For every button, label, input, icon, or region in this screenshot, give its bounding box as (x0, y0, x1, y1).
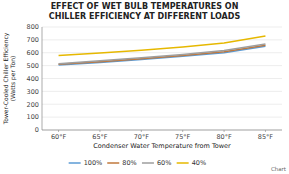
x-tick-label: 70°F (134, 133, 150, 141)
grid-line (42, 52, 282, 53)
x-tick-label: 80°F (216, 133, 232, 141)
legend-label: 40% (192, 159, 206, 167)
y-tick-label: 200 (27, 101, 39, 109)
legend-label: 100% (84, 159, 103, 167)
y-tick-label: 300 (27, 88, 39, 96)
y-tick-label: 100 (27, 113, 39, 121)
title-line: EFFECT OF WET BULB TEMPERATURES ON (51, 2, 239, 11)
y-tick-label: 700 (27, 36, 39, 44)
plot-area (59, 36, 266, 65)
grid-line (42, 117, 282, 118)
grid-line (42, 27, 282, 28)
x-tick-label: 60°F (51, 133, 67, 141)
grid-line (42, 65, 282, 66)
y-tick-label: 0 (35, 126, 39, 134)
y-tick-label: 800 (27, 23, 39, 31)
legend-swatch (177, 162, 189, 164)
legend-swatch (142, 162, 154, 164)
y-axis (42, 27, 43, 130)
legend-swatch (107, 162, 119, 164)
chart: EFFECT OF WET BULB TEMPERATURES ONCHILLE… (0, 0, 289, 174)
grid-line (42, 104, 282, 105)
grid-line (42, 78, 282, 79)
legend: 100% 80% 60% 40% (69, 159, 206, 167)
series-line (59, 36, 266, 56)
legend-label: 80% (122, 159, 136, 167)
legend-label: 60% (157, 159, 171, 167)
y-tick-label: 600 (27, 49, 39, 57)
grid-line (42, 91, 282, 92)
x-tick-label: 75°F (175, 133, 191, 141)
annotation: Chart (271, 166, 287, 172)
grid-line (42, 130, 282, 131)
y-axis-label-line: (Watts per Ton) (9, 56, 17, 102)
x-tick-label: 65°F (92, 133, 108, 141)
y-tick-label: 500 (27, 62, 39, 70)
legend-swatch (69, 162, 81, 164)
x-axis-label: Condenser Water Temperature from Tower (93, 142, 231, 150)
y-axis-label: Tower-Cooled Chiller Efficiency(Watts pe… (2, 32, 17, 125)
x-tick-label: 85°F (258, 133, 274, 141)
y-tick-label: 400 (27, 75, 39, 83)
title: EFFECT OF WET BULB TEMPERATURES ONCHILLE… (49, 2, 241, 21)
x-axis (42, 130, 282, 131)
title-line: CHILLER EFFICIENCY AT DIFFERENT LOADS (49, 12, 241, 21)
